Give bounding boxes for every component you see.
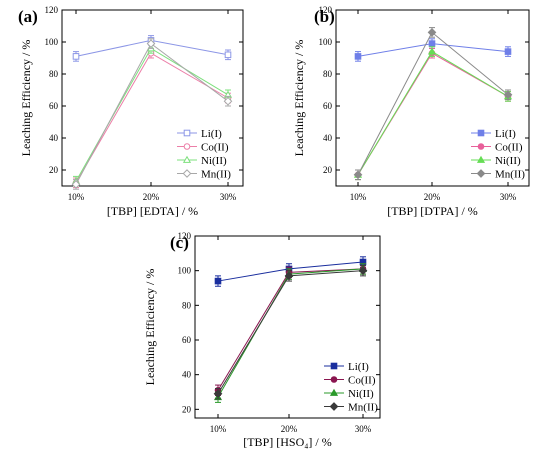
series-Mn(II) — [353, 27, 513, 181]
legend-marker — [476, 155, 486, 163]
series-line — [217, 268, 364, 398]
x-axis-label: [TBP] [DTPA] / % — [387, 204, 478, 218]
y-tick-label: 100 — [178, 266, 192, 276]
legend-label: Li(I) — [495, 128, 516, 140]
series-line — [217, 268, 364, 391]
panel-b: 20 40 60 80 100 120 10% 20% 30% [TBP] [DTPA] / % L… — [292, 5, 530, 218]
x-tick-label: 30% — [220, 192, 237, 202]
legend-label: Co(II) — [495, 142, 523, 154]
x-tick-label: 30% — [500, 192, 517, 202]
x-tick-label: 20% — [424, 192, 441, 202]
y-tick-label: 120 — [45, 5, 59, 15]
series-line — [357, 50, 509, 176]
plot-frame — [194, 235, 381, 419]
data-point — [504, 48, 512, 55]
data-point — [71, 180, 81, 189]
legend: Li(I) Co(II)Ni(II) Mn(II) — [177, 128, 231, 181]
data-point — [353, 170, 363, 180]
legend-marker — [477, 143, 485, 150]
x-tick-label: 30% — [355, 424, 372, 434]
legend-marker — [330, 362, 338, 370]
y-axis-label: Leaching Efficiency / % — [292, 40, 306, 157]
data-point — [224, 51, 232, 59]
data-point — [427, 28, 437, 37]
panel-a: 20 40 60 80 100 120 10% 20% 30% [TBP] [EDTA] / % L… — [18, 5, 244, 218]
data-point — [428, 40, 436, 47]
legend-label: Ni(II) — [495, 155, 521, 167]
y-tick-label: 80 — [323, 69, 333, 79]
legend-label: Mn(II) — [495, 169, 525, 181]
series-Li(I) — [72, 35, 232, 62]
series-Ni(II) — [213, 263, 368, 403]
y-tick-label: 40 — [323, 133, 333, 143]
x-axis-label: [TBP] [EDTA] / % — [107, 204, 198, 218]
panel-label: (a) — [18, 7, 38, 26]
series-line — [357, 52, 509, 176]
legend-marker — [476, 169, 486, 178]
y-tick-label: 40 — [49, 133, 59, 143]
data-point — [72, 53, 80, 60]
y-tick-label: 80 — [49, 69, 59, 79]
legend-marker — [329, 388, 339, 396]
x-tick-label: 20% — [143, 192, 160, 202]
y-tick-label: 60 — [182, 335, 192, 345]
series-Mn(II) — [71, 38, 233, 190]
y-axis-label: Leaching Efficiency / % — [19, 40, 33, 157]
y-tick-label: 20 — [182, 404, 192, 414]
data-point — [284, 271, 294, 281]
panel-c: 20 40 60 80 100 120 10% 20% 30% [TBP] [HSO₄] / % L… — [143, 231, 381, 449]
data-point — [427, 47, 437, 55]
legend-marker — [330, 376, 338, 383]
data-point — [358, 266, 368, 276]
legend-marker — [477, 129, 485, 137]
y-tick-label: 100 — [319, 37, 333, 47]
y-tick-label: 20 — [49, 165, 59, 175]
data-point — [354, 53, 362, 60]
y-tick-label: 40 — [182, 370, 192, 380]
series-line — [217, 270, 364, 394]
legend-label: Mn(II) — [201, 169, 231, 181]
data-point — [223, 96, 233, 106]
legend-label: Co(II) — [348, 375, 376, 387]
legend-marker — [182, 155, 192, 163]
legend-label: Ni(II) — [201, 155, 227, 167]
legend-marker — [183, 143, 191, 150]
y-tick-label: 120 — [178, 231, 192, 241]
legend-label: Co(II) — [201, 142, 229, 154]
legend-marker — [182, 169, 192, 178]
legend: Li(I) Co(II)Ni(II) Mn(II) — [324, 361, 378, 414]
series-Co(II) — [214, 263, 367, 396]
y-tick-label: 60 — [49, 101, 59, 111]
legend-label: Li(I) — [201, 128, 222, 140]
data-point — [213, 389, 223, 399]
x-axis-label: [TBP] [HSO₄] / % — [243, 435, 332, 449]
legend-label: Mn(II) — [348, 402, 378, 414]
panel-label: (b) — [314, 7, 335, 26]
y-tick-label: 120 — [319, 5, 333, 15]
y-tick-label: 80 — [182, 300, 192, 310]
data-point — [503, 90, 513, 100]
x-tick-label: 10% — [350, 192, 367, 202]
data-point — [146, 39, 156, 48]
data-point — [214, 277, 222, 285]
series-Mn(II) — [213, 264, 368, 400]
x-tick-label: 10% — [210, 424, 227, 434]
y-axis-label: Leaching Efficiency / % — [143, 269, 157, 386]
x-tick-label: 10% — [68, 192, 85, 202]
y-tick-label: 20 — [323, 165, 333, 175]
legend-marker — [329, 402, 339, 411]
plot-frame — [61, 9, 244, 187]
y-tick-label: 100 — [45, 37, 59, 47]
legend-label: Ni(II) — [348, 388, 374, 400]
y-tick-label: 60 — [323, 101, 333, 111]
panel-label: (c) — [170, 233, 189, 252]
legend-label: Li(I) — [348, 361, 369, 373]
legend-marker — [183, 129, 191, 137]
x-tick-label: 20% — [281, 424, 298, 434]
legend: Li(I) Co(II)Ni(II) Mn(II) — [471, 128, 525, 181]
